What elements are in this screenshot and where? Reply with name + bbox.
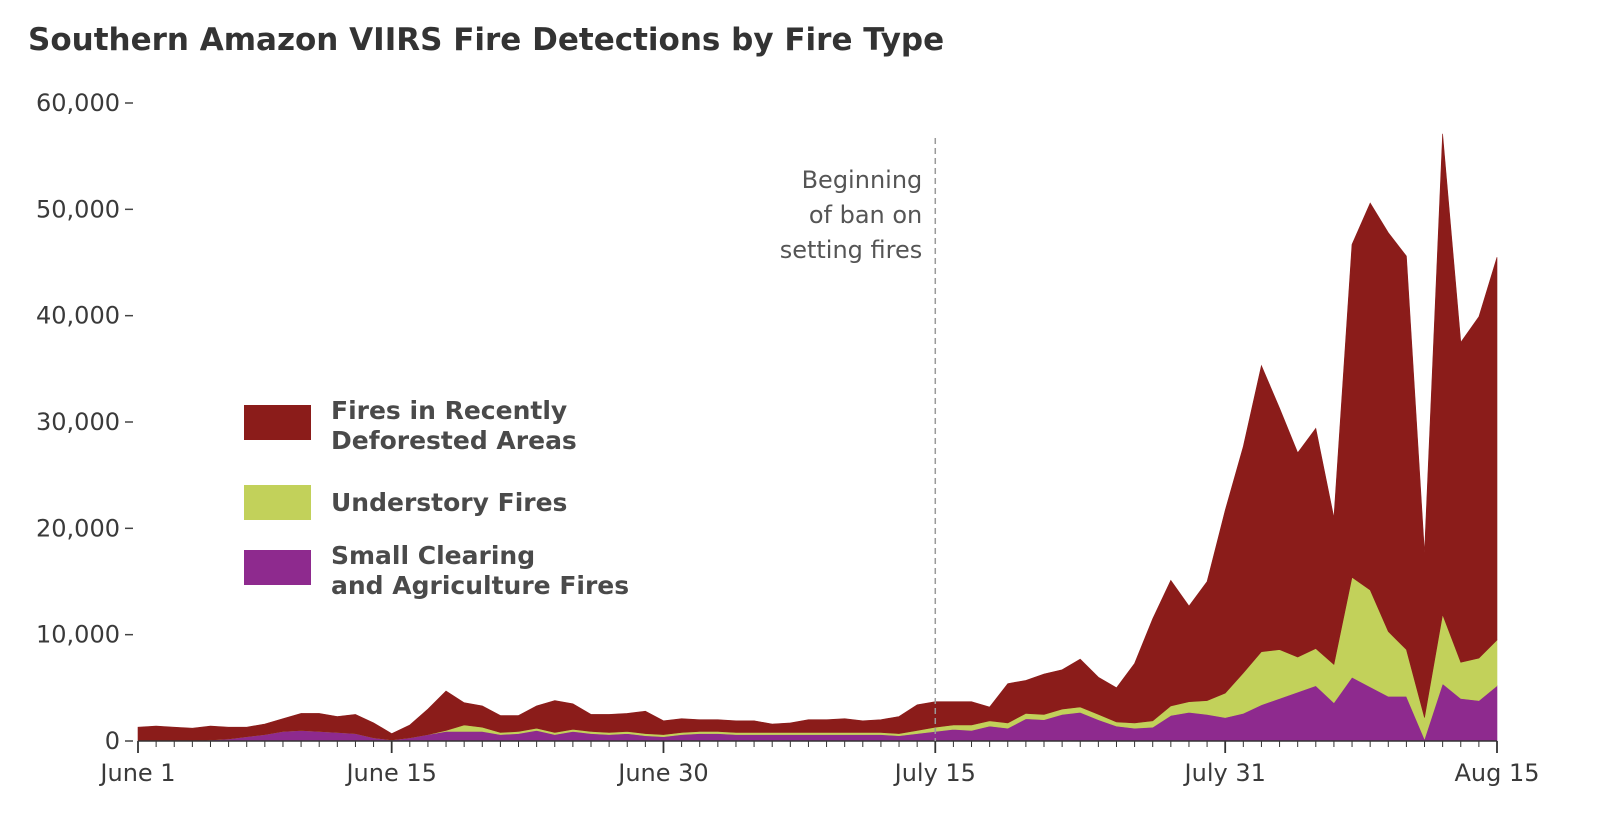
legend-label-line: Understory Fires <box>331 488 567 517</box>
legend-label: Small Clearing and Agriculture Fires <box>331 541 629 600</box>
x-tick-label: July 31 <box>1183 759 1266 787</box>
x-tick-label: June 15 <box>344 759 436 787</box>
annotation-line: of ban on <box>809 201 922 229</box>
legend-label: Understory Fires <box>331 488 567 517</box>
ban-annotation-text: Beginning of ban on setting fires <box>780 166 923 264</box>
legend-swatch <box>244 550 311 585</box>
ban-annotation: Beginning of ban on setting fires <box>780 138 937 741</box>
annotation-line: Beginning <box>802 166 923 194</box>
y-tick-label: 60,000 <box>36 89 120 117</box>
x-tick-label: July 15 <box>893 759 976 787</box>
legend-label-line: Deforested Areas <box>331 426 577 455</box>
legend-swatch <box>244 405 311 440</box>
legend-label-line: and Agriculture Fires <box>331 571 629 600</box>
legend-swatch <box>244 485 311 520</box>
y-tick-label: 20,000 <box>36 514 120 542</box>
legend-label-line: Fires in Recently <box>331 396 567 425</box>
x-tick-label: June 1 <box>98 759 175 787</box>
chart-title: Southern Amazon VIIRS Fire Detections by… <box>28 22 944 58</box>
annotation-line: setting fires <box>780 236 923 264</box>
legend: Fires in Recently Deforested Areas Underst… <box>244 396 629 600</box>
y-tick-label: 40,000 <box>36 302 120 330</box>
legend-label-line: Small Clearing <box>331 541 535 570</box>
x-tick-label: Aug 15 <box>1454 759 1539 787</box>
series-area-3 <box>137 133 1498 742</box>
legend-label: Fires in Recently Deforested Areas <box>331 396 577 455</box>
y-axis: 0 10,000 20,000 30,000 40,000 50,000 60,000 <box>36 89 133 755</box>
y-tick-label: 10,000 <box>36 621 120 649</box>
y-tick-label: 0 <box>105 727 120 755</box>
y-tick-label: 50,000 <box>36 195 120 223</box>
x-axis: June 1 June 15 June 30 July 15 July 31 Aug 15 <box>98 740 1540 787</box>
y-tick-label: 30,000 <box>36 408 120 436</box>
x-tick-label: June 30 <box>616 759 708 787</box>
